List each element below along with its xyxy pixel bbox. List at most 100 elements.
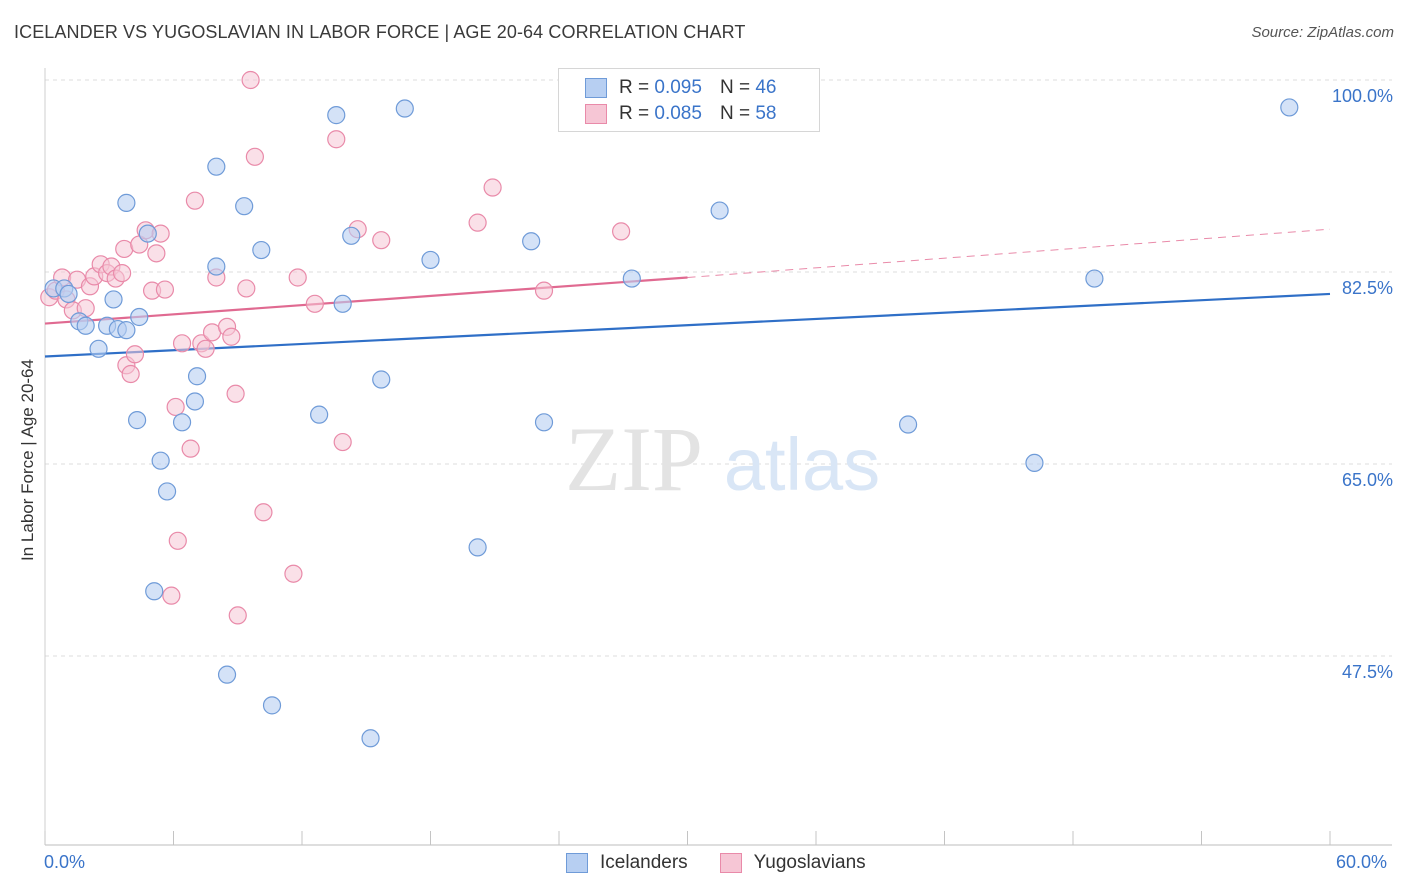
point-icelander: [900, 416, 917, 433]
point-yugoslavian: [126, 346, 143, 363]
point-yugoslavian: [186, 192, 203, 209]
point-icelander: [1086, 270, 1103, 287]
point-icelander: [60, 285, 77, 302]
legend-label-icelanders: Icelanders: [600, 852, 688, 874]
point-icelander: [1026, 454, 1043, 471]
point-icelander: [186, 393, 203, 410]
x-tick-label-max: 60.0%: [1336, 852, 1387, 873]
point-icelander: [623, 270, 640, 287]
legend-item-icelanders[interactable]: Icelanders: [566, 852, 688, 874]
point-yugoslavian: [122, 366, 139, 383]
watermark: ZIP atlas: [565, 408, 880, 510]
point-icelander: [131, 308, 148, 325]
point-yugoslavian: [536, 282, 553, 299]
point-icelander: [311, 406, 328, 423]
point-yugoslavian: [334, 434, 351, 451]
y-tick-label: 65.0%: [1342, 470, 1393, 491]
point-yugoslavian: [373, 232, 390, 249]
watermark-atlas: atlas: [724, 423, 880, 506]
point-yugoslavian: [246, 148, 263, 165]
point-icelander: [469, 539, 486, 556]
legend-item-yugoslavians[interactable]: Yugoslavians: [720, 852, 866, 874]
scatter-chart: ZIP atlas: [0, 0, 1406, 892]
legend-r-label: R =: [619, 77, 649, 99]
legend-row-yugoslavians: R = 0.085 N = 58: [585, 103, 776, 125]
point-yugoslavian: [285, 565, 302, 582]
point-icelander: [1281, 99, 1298, 116]
point-yugoslavian: [223, 328, 240, 345]
legend-swatch-pink: [720, 853, 742, 873]
point-yugoslavian: [242, 72, 259, 89]
legend-r-label: R =: [619, 103, 649, 125]
y-axis-label: In Labor Force | Age 20-64: [18, 359, 38, 561]
point-icelander: [189, 368, 206, 385]
gridlines: [45, 80, 1392, 656]
point-yugoslavian: [116, 240, 133, 257]
point-icelander: [343, 227, 360, 244]
watermark-zip: ZIP: [565, 408, 703, 510]
point-yugoslavian: [167, 398, 184, 415]
point-icelander: [334, 295, 351, 312]
point-yugoslavian: [197, 340, 214, 357]
point-yugoslavian: [182, 440, 199, 457]
point-yugoslavian: [148, 245, 165, 262]
point-icelander: [422, 251, 439, 268]
point-icelander: [118, 322, 135, 339]
point-icelander: [129, 412, 146, 429]
point-icelander: [396, 100, 413, 117]
series-legend: Icelanders Yugoslavians: [566, 852, 898, 874]
point-yugoslavian: [229, 607, 246, 624]
point-yugoslavian: [238, 280, 255, 297]
point-icelander: [159, 483, 176, 500]
point-yugoslavian: [613, 223, 630, 240]
legend-row-icelanders: R = 0.095 N = 46: [585, 77, 776, 99]
legend-r-value: 0.095: [654, 77, 702, 99]
point-yugoslavian: [289, 269, 306, 286]
point-icelander: [219, 666, 236, 683]
stats-legend: R = 0.095 N = 46 R = 0.085 N = 58: [558, 68, 820, 132]
point-icelander: [105, 291, 122, 308]
point-icelander: [139, 225, 156, 242]
legend-n-label: N =: [720, 103, 750, 125]
point-icelander: [264, 697, 281, 714]
point-icelander: [77, 317, 94, 334]
point-yugoslavian: [174, 335, 191, 352]
legend-swatch-blue: [585, 78, 607, 98]
point-icelander: [152, 452, 169, 469]
point-yugoslavian: [156, 281, 173, 298]
point-yugoslavian: [163, 587, 180, 604]
y-tick-label: 100.0%: [1332, 86, 1393, 107]
point-icelander: [328, 107, 345, 124]
point-icelander: [523, 233, 540, 250]
point-icelander: [253, 242, 270, 259]
trend-line-icelanders: [45, 294, 1330, 357]
y-tick-label: 47.5%: [1342, 662, 1393, 683]
point-icelander: [536, 414, 553, 431]
point-yugoslavian: [227, 385, 244, 402]
legend-n-value: 46: [755, 77, 776, 99]
series-yugoslavians: [41, 72, 630, 624]
point-yugoslavian: [169, 532, 186, 549]
legend-n-label: N =: [720, 77, 750, 99]
point-yugoslavian: [306, 295, 323, 312]
point-yugoslavian: [114, 265, 131, 282]
legend-swatch-pink: [585, 104, 607, 124]
legend-label-yugoslavians: Yugoslavians: [754, 852, 866, 874]
point-yugoslavian: [484, 179, 501, 196]
y-tick-label: 82.5%: [1342, 278, 1393, 299]
point-icelander: [362, 730, 379, 747]
point-icelander: [236, 198, 253, 215]
point-icelander: [90, 340, 107, 357]
legend-swatch-blue: [566, 853, 588, 873]
point-yugoslavian: [469, 214, 486, 231]
legend-r-value: 0.085: [654, 103, 702, 125]
point-yugoslavian: [328, 131, 345, 148]
point-icelander: [208, 258, 225, 275]
point-icelander: [118, 194, 135, 211]
point-icelander: [711, 202, 728, 219]
axes: [45, 68, 1392, 845]
point-icelander: [373, 371, 390, 388]
trend-extension-yugoslavians: [688, 229, 1331, 277]
x-tick-label-min: 0.0%: [44, 852, 85, 873]
point-icelander: [146, 583, 163, 600]
